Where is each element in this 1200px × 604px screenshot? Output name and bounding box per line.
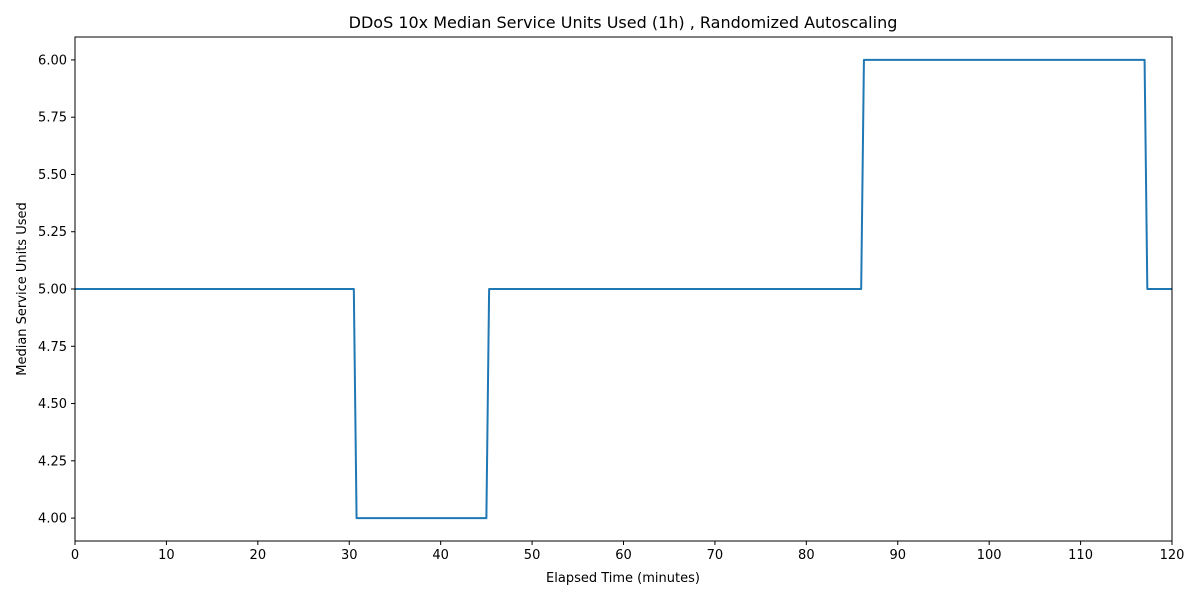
x-axis-title: Elapsed Time (minutes) — [546, 571, 700, 586]
x-tick-label: 60 — [615, 548, 632, 563]
axes: 0 10 20 30 40 50 60 70 80 90 100 110 120 4.00 4.25 4.50… — [38, 36, 1185, 563]
y-tick-label: 5.00 — [38, 283, 67, 298]
x-tick-label: 80 — [798, 548, 815, 563]
x-tick-label: 100 — [977, 548, 1002, 563]
x-tick-label: 0 — [71, 548, 79, 563]
y-tick-label: 5.25 — [38, 225, 67, 240]
x-tick-label: 120 — [1160, 548, 1185, 563]
x-tick-label: 70 — [707, 548, 724, 563]
x-tick-label: 30 — [341, 548, 358, 563]
y-tick-label: 5.75 — [38, 111, 67, 126]
y-tick-label: 4.75 — [38, 340, 67, 355]
chart-title: DDoS 10x Median Service Units Used (1h) … — [349, 13, 898, 32]
x-tick-label: 10 — [158, 548, 175, 563]
y-tick-label: 4.25 — [38, 454, 67, 469]
y-tick-label: 6.00 — [38, 53, 67, 68]
series-line-0 — [75, 58, 1172, 520]
y-axis-title: Median Service Units Used — [15, 202, 30, 376]
y-tick-label: 5.50 — [38, 168, 67, 183]
x-tick-label: 20 — [250, 548, 267, 563]
x-tick-label: 40 — [432, 548, 449, 563]
x-tick-label: 90 — [889, 548, 906, 563]
x-tick-label: 50 — [524, 548, 541, 563]
y-tick-label: 4.50 — [38, 397, 67, 412]
plot-area — [75, 58, 1172, 520]
x-tick-label: 110 — [1068, 548, 1093, 563]
y-tick-label: 4.00 — [38, 512, 67, 527]
